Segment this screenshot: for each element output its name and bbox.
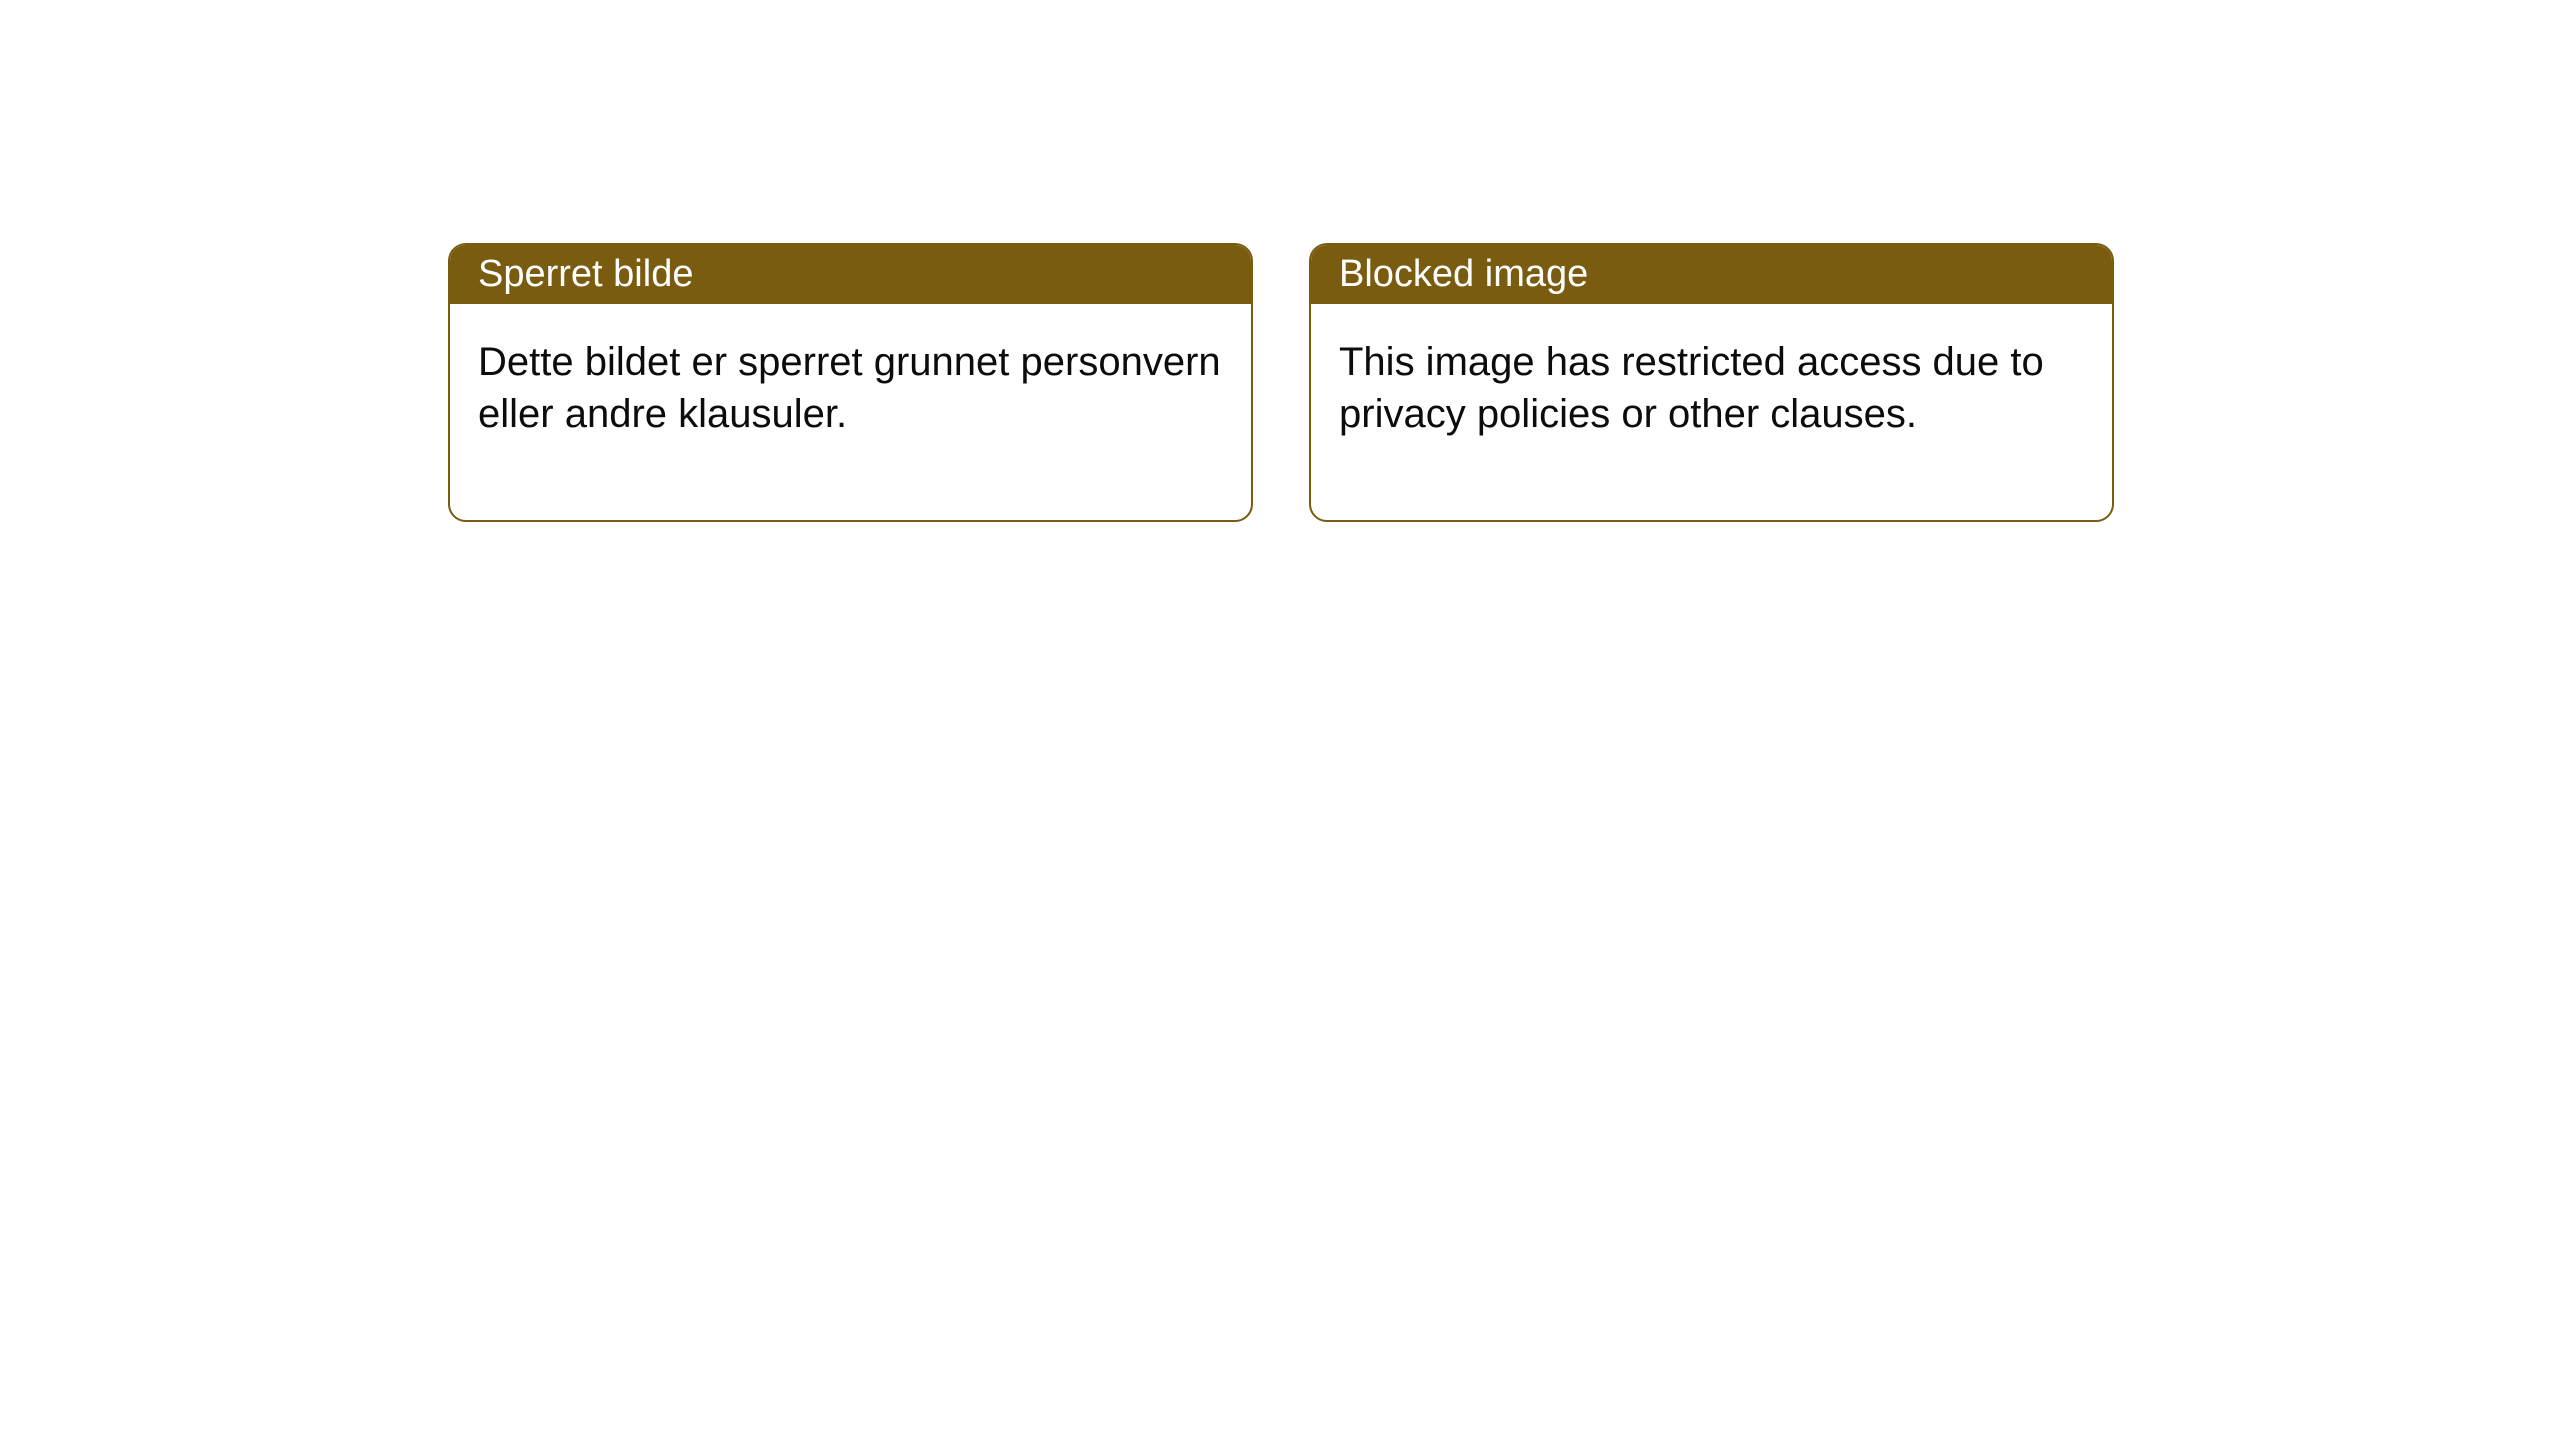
card-title: Sperret bilde bbox=[478, 253, 693, 295]
notice-card-english: Blocked image This image has restricted … bbox=[1309, 243, 2114, 522]
card-title: Blocked image bbox=[1339, 253, 1588, 295]
card-message: Dette bildet er sperret grunnet personve… bbox=[478, 340, 1221, 436]
card-body: This image has restricted access due to … bbox=[1311, 304, 2112, 520]
card-header: Sperret bilde bbox=[450, 245, 1251, 304]
card-body: Dette bildet er sperret grunnet personve… bbox=[450, 304, 1251, 520]
card-message: This image has restricted access due to … bbox=[1339, 340, 2044, 436]
notice-container: Sperret bilde Dette bildet er sperret gr… bbox=[0, 0, 2560, 522]
notice-card-norwegian: Sperret bilde Dette bildet er sperret gr… bbox=[448, 243, 1253, 522]
card-header: Blocked image bbox=[1311, 245, 2112, 304]
